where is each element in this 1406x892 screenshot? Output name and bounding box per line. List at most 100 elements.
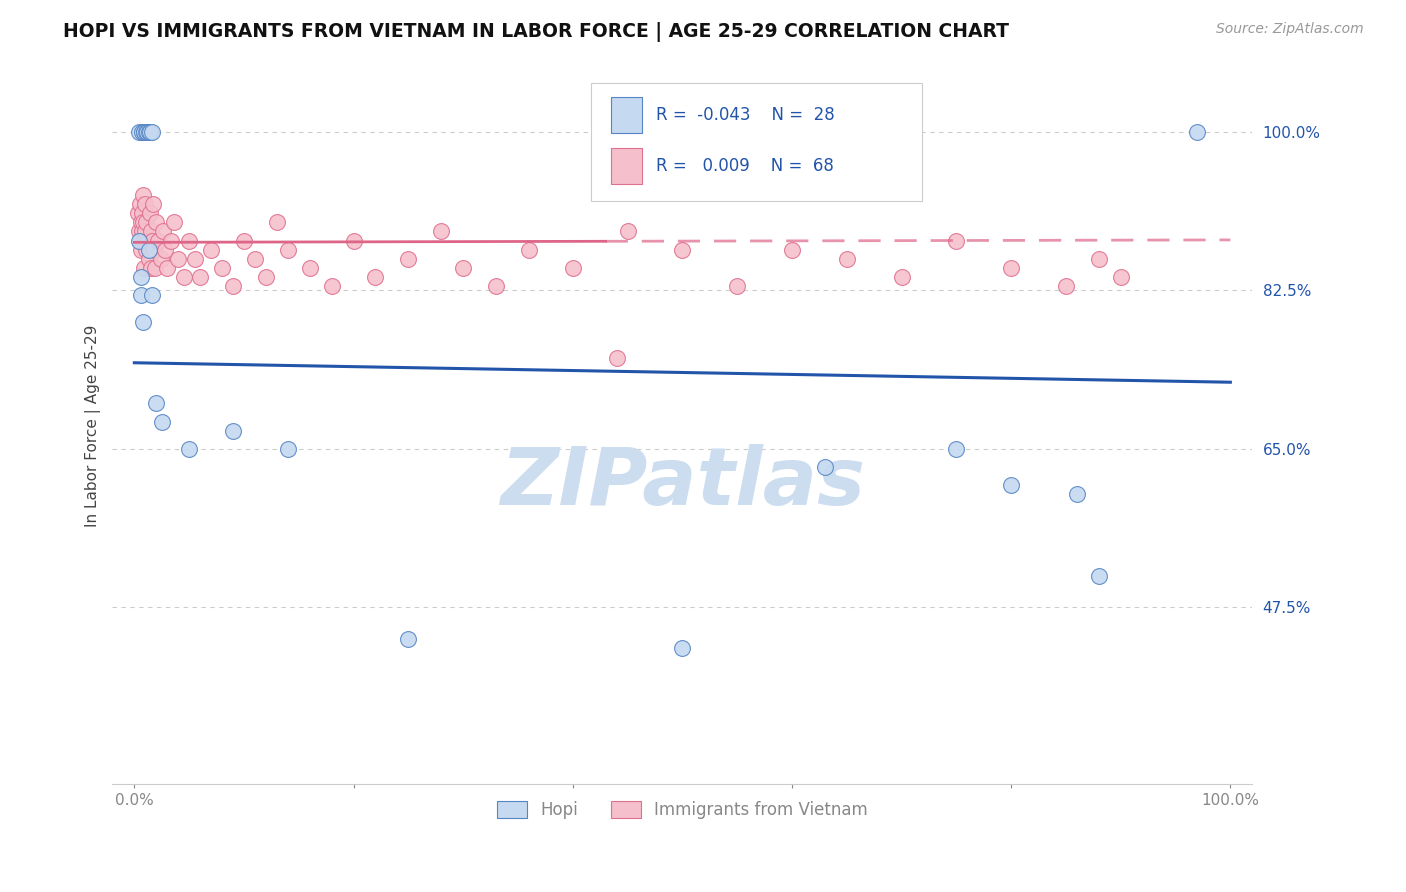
Point (128, 225, 150, 239)
Point (179, 442, 201, 456)
Point (835, 252, 858, 266)
Point (277, 442, 299, 456)
Point (243, 252, 266, 266)
Point (134, 125, 156, 139)
Point (141, 288, 163, 302)
Point (945, 442, 967, 456)
Point (139, 225, 162, 239)
Point (298, 260, 321, 275)
Point (222, 278, 245, 293)
Point (485, 278, 508, 293)
Point (159, 234, 181, 248)
Point (153, 243, 176, 257)
FancyBboxPatch shape (610, 97, 643, 133)
Point (671, 243, 693, 257)
Point (132, 315, 155, 329)
Point (606, 351, 628, 366)
Point (131, 225, 153, 239)
Point (129, 269, 152, 284)
Point (616, 225, 638, 239)
Text: R =  -0.043    N =  28: R = -0.043 N = 28 (657, 106, 835, 124)
Point (725, 278, 748, 293)
Point (364, 269, 387, 284)
FancyBboxPatch shape (610, 148, 643, 184)
Point (342, 234, 364, 248)
Point (266, 215, 288, 229)
Point (128, 234, 150, 248)
Text: ZIPatlas: ZIPatlas (501, 444, 865, 523)
Point (945, 234, 967, 248)
Point (517, 243, 540, 257)
Point (150, 415, 173, 429)
Point (163, 215, 186, 229)
Point (1109, 269, 1132, 284)
Point (167, 252, 190, 266)
Point (173, 269, 195, 284)
Legend: Hopi, Immigrants from Vietnam: Hopi, Immigrants from Vietnam (489, 794, 875, 825)
Point (134, 234, 156, 248)
Point (200, 243, 222, 257)
Point (890, 269, 912, 284)
Point (183, 252, 205, 266)
Point (128, 234, 150, 248)
Point (145, 215, 167, 229)
Point (1000, 260, 1022, 275)
Point (134, 225, 156, 239)
Y-axis label: In Labor Force | Age 25-29: In Labor Force | Age 25-29 (86, 325, 101, 527)
Point (780, 243, 803, 257)
Point (132, 188, 155, 202)
Point (127, 206, 149, 220)
Point (671, 640, 693, 655)
Point (1054, 278, 1077, 293)
Point (814, 459, 837, 474)
Point (132, 215, 155, 229)
Point (131, 206, 153, 220)
Point (1088, 252, 1111, 266)
Point (254, 269, 277, 284)
Point (232, 234, 254, 248)
Point (149, 252, 172, 266)
Point (152, 225, 174, 239)
Point (396, 252, 419, 266)
Point (143, 243, 166, 257)
Point (139, 260, 162, 275)
Point (1088, 568, 1111, 582)
Point (129, 215, 152, 229)
Point (131, 125, 153, 139)
Point (188, 269, 211, 284)
Point (138, 125, 160, 139)
Point (135, 243, 157, 257)
Point (142, 197, 165, 211)
Point (141, 125, 163, 139)
Text: R =   0.009    N =  68: R = 0.009 N = 68 (657, 157, 834, 175)
Point (145, 396, 167, 410)
Point (129, 288, 152, 302)
Point (136, 125, 159, 139)
Text: HOPI VS IMMIGRANTS FROM VIETNAM IN LABOR FORCE | AGE 25-29 CORRELATION CHART: HOPI VS IMMIGRANTS FROM VIETNAM IN LABOR… (63, 22, 1010, 42)
Point (129, 243, 152, 257)
Point (138, 125, 160, 139)
Point (179, 234, 201, 248)
Point (134, 125, 156, 139)
Point (1000, 478, 1022, 492)
Point (135, 125, 157, 139)
Point (451, 260, 474, 275)
Point (135, 215, 157, 229)
Point (321, 278, 343, 293)
Point (134, 197, 156, 211)
FancyBboxPatch shape (591, 83, 922, 201)
Point (128, 197, 150, 211)
Point (561, 260, 583, 275)
Point (430, 225, 453, 239)
Point (141, 234, 163, 248)
Point (222, 424, 245, 438)
Point (134, 260, 156, 275)
Point (277, 243, 299, 257)
Point (128, 125, 150, 139)
Point (148, 234, 170, 248)
Point (1066, 487, 1088, 501)
Text: Source: ZipAtlas.com: Source: ZipAtlas.com (1216, 22, 1364, 37)
Point (396, 632, 419, 646)
Point (143, 260, 166, 275)
Point (211, 260, 233, 275)
